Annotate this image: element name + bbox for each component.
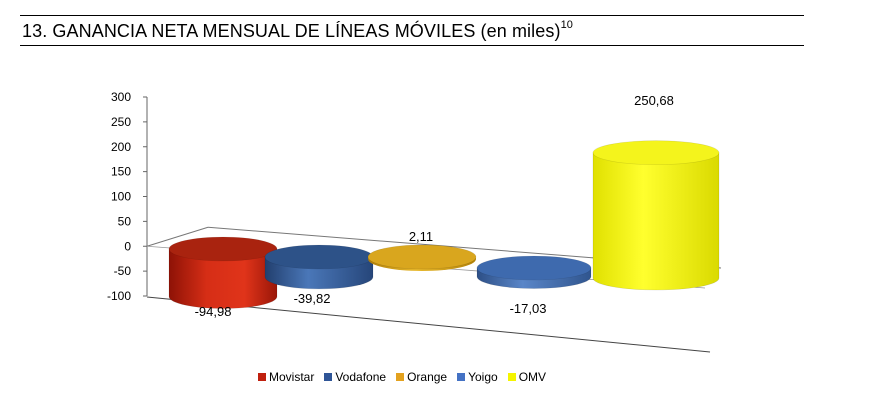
labels-layer: -94,98 -39,82 2,11 -17,03 250,68 — [195, 93, 674, 319]
y-tick-label: 100 — [111, 190, 131, 204]
legend-swatch — [507, 373, 516, 381]
title-text: 13. GANANCIA NETA MENSUAL DE LÍNEAS MÓVI… — [22, 21, 561, 41]
y-tick-label: 200 — [111, 140, 131, 154]
data-label-orange: 2,11 — [409, 229, 433, 244]
legend-item-yoigo: Yoigo — [457, 370, 498, 384]
bar-movistar — [168, 236, 278, 309]
bar-cap — [367, 244, 477, 270]
bar-cap — [592, 140, 720, 165]
y-tick-label: 250 — [111, 115, 131, 129]
bar-cap — [476, 255, 592, 281]
legend-label: Yoigo — [468, 370, 498, 384]
bars-layer — [168, 140, 720, 309]
bar-omv — [592, 140, 720, 291]
legend-label: Movistar — [269, 370, 315, 384]
y-tick-label: -100 — [107, 289, 131, 303]
legend-item-movistar: Movistar — [258, 370, 314, 384]
data-label-vodafone: -39,82 — [294, 291, 331, 306]
legend-item-orange: Orange — [396, 370, 447, 384]
title-bar: 13. GANANCIA NETA MENSUAL DE LÍNEAS MÓVI… — [20, 15, 804, 46]
bar-yoigo — [476, 255, 592, 289]
zero-depth-edge — [146, 226, 209, 247]
bar-body — [592, 152, 720, 291]
y-tick-label: 150 — [111, 165, 131, 179]
legend: Movistar Vodafone Orange Yoigo OMV — [258, 370, 546, 384]
legend-label: Orange — [407, 370, 448, 384]
legend-item-omv: OMV — [507, 370, 547, 384]
title-footnote: 10 — [560, 19, 573, 31]
bar-cap — [264, 244, 374, 270]
data-label-omv: 250,68 — [634, 93, 674, 108]
data-label-yoigo: -17,03 — [510, 301, 547, 316]
y-tick-label: 50 — [118, 214, 132, 228]
bar-orange — [367, 244, 477, 271]
bar-vodafone — [264, 244, 374, 290]
page-title: 13. GANANCIA NETA MENSUAL DE LÍNEAS MÓVI… — [22, 19, 573, 42]
data-label-movistar: -94,98 — [195, 304, 232, 319]
legend-item-vodafone: Vodafone — [324, 370, 386, 384]
legend-label: OMV — [518, 370, 547, 384]
legend-swatch — [324, 373, 333, 381]
legend-swatch — [396, 373, 405, 381]
bar-cap — [168, 236, 278, 262]
legend-label: Vodafone — [335, 370, 387, 384]
legend-swatch — [258, 373, 266, 381]
y-tick-label: 300 — [111, 90, 131, 104]
y-tick-label: -50 — [114, 264, 132, 278]
y-tick-label: 0 — [124, 239, 131, 253]
bar-body — [168, 248, 278, 309]
legend-swatch — [457, 373, 466, 381]
